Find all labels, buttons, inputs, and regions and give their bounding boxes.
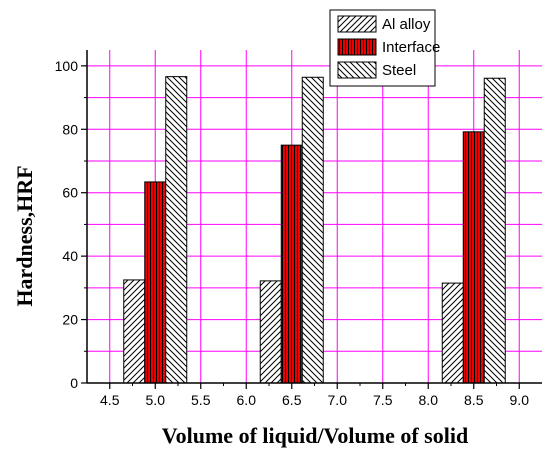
x-tick-label: 7.5 — [373, 392, 393, 408]
bar-al-alloy — [441, 282, 464, 384]
y-tick-label: 100 — [55, 58, 79, 74]
x-tick-label: 8.5 — [464, 392, 484, 408]
legend-swatch — [337, 38, 377, 56]
x-tick-label: 5.5 — [191, 392, 211, 408]
y-axis-title: Hardness,HRF — [12, 165, 37, 306]
legend: Al alloy Interface Steel — [329, 9, 440, 87]
bar-steel — [301, 76, 324, 384]
y-tick-label: 0 — [70, 375, 78, 391]
legend-label: Steel — [382, 62, 416, 79]
x-tick-label: 9.0 — [510, 392, 530, 408]
bar-interface — [280, 144, 303, 384]
legend-label: Interface — [382, 39, 440, 56]
bars — [123, 76, 506, 384]
bar-interface — [462, 131, 485, 384]
legend-swatch — [337, 61, 377, 79]
legend-label: Al alloy — [382, 16, 431, 33]
bar-steel — [165, 76, 188, 384]
y-tick-label: 40 — [62, 248, 78, 264]
y-tick-label: 60 — [62, 185, 78, 201]
x-tick-label: 5.0 — [146, 392, 166, 408]
bar-al-alloy — [123, 279, 146, 384]
bar-interface — [144, 181, 167, 384]
x-tick-label: 4.5 — [100, 392, 120, 408]
y-tick-label: 20 — [62, 312, 78, 328]
axes — [81, 50, 542, 389]
y-tick-label: 80 — [62, 121, 78, 137]
bar-al-alloy — [259, 280, 282, 384]
x-tick-label: 6.0 — [237, 392, 257, 408]
tick-labels: 0 20 40 60 80 100 4.5 5.0 5.5 6.0 6.5 7.0 7.5 8.0 8.5 9… — [55, 58, 530, 408]
x-axis-title: Volume of liquid/Volume of solid — [162, 423, 468, 448]
bar-steel — [483, 77, 506, 384]
x-tick-label: 7.0 — [328, 392, 348, 408]
x-tick-label: 8.0 — [419, 392, 439, 408]
legend-swatch — [337, 15, 377, 33]
x-tick-label: 6.5 — [282, 392, 302, 408]
